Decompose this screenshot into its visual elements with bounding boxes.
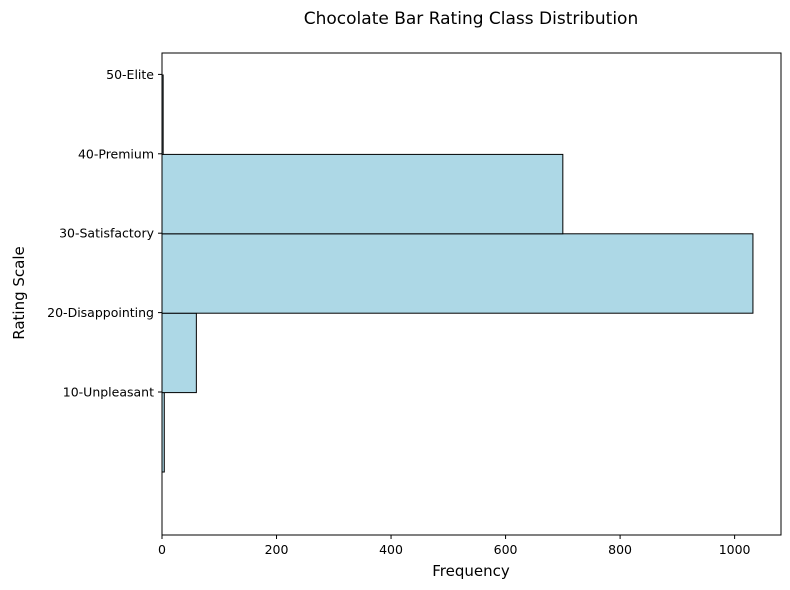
bar	[161, 153, 564, 235]
x-tick-label: 600	[494, 542, 518, 557]
bar	[161, 312, 197, 394]
x-tick-label: 1000	[719, 542, 751, 557]
y-tick-label: 10-Unpleasant	[63, 385, 154, 400]
plot-frame	[161, 52, 782, 536]
y-tick-label: 40-Premium	[78, 146, 154, 161]
chart-title: Chocolate Bar Rating Class Distribution	[304, 9, 638, 29]
x-tick-label: 200	[265, 542, 289, 557]
y-axis: 10-Unpleasant 20-Disappointing 30-Satisfac…	[47, 67, 162, 400]
y-tick-label: 50-Elite	[106, 67, 154, 82]
bars-layer	[161, 74, 754, 473]
y-tick-label: 20-Disappointing	[47, 305, 154, 320]
x-axis-label: Frequency	[432, 562, 510, 580]
y-axis-label: Rating Scale	[10, 246, 28, 340]
y-tick-label: 30-Satisfactory	[59, 226, 155, 241]
x-axis: 0 200 400 600 800 1000	[158, 535, 751, 557]
x-tick-label: 0	[158, 542, 166, 557]
x-tick-label: 800	[608, 542, 632, 557]
x-tick-label: 400	[379, 542, 403, 557]
bar	[161, 233, 754, 314]
